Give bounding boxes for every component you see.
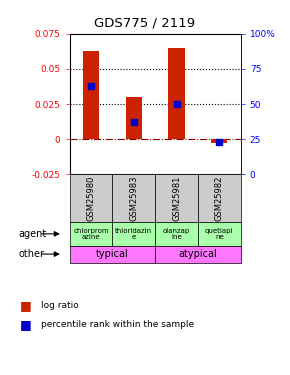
Text: GSM25982: GSM25982: [215, 176, 224, 221]
Text: quetiapi
ne: quetiapi ne: [205, 228, 233, 240]
Bar: [211, 139, 227, 143]
Bar: [155, 174, 198, 222]
Text: GSM25981: GSM25981: [172, 176, 181, 221]
Bar: [168, 48, 185, 139]
Bar: [70, 174, 113, 222]
Text: thioridazin
e: thioridazin e: [115, 228, 152, 240]
Text: chlorprom
azine: chlorprom azine: [73, 228, 109, 240]
Text: ■: ■: [20, 318, 32, 331]
Bar: [113, 174, 155, 222]
Bar: [126, 97, 142, 139]
Text: GSM25983: GSM25983: [129, 176, 138, 221]
Text: olanzap
ine: olanzap ine: [163, 228, 190, 240]
Text: ■: ■: [20, 299, 32, 312]
Text: GSM25980: GSM25980: [86, 176, 95, 221]
Bar: [198, 222, 241, 246]
Bar: [70, 246, 155, 262]
Bar: [70, 222, 113, 246]
Text: percentile rank within the sample: percentile rank within the sample: [41, 320, 194, 329]
Bar: [198, 174, 241, 222]
Text: atypical: atypical: [179, 249, 217, 259]
Text: log ratio: log ratio: [41, 301, 78, 310]
Text: other: other: [18, 249, 44, 259]
Bar: [155, 222, 198, 246]
Text: agent: agent: [18, 229, 46, 239]
Bar: [83, 51, 99, 139]
Bar: [155, 246, 241, 262]
Text: typical: typical: [96, 249, 129, 259]
Text: GDS775 / 2119: GDS775 / 2119: [95, 17, 195, 30]
Bar: [113, 222, 155, 246]
